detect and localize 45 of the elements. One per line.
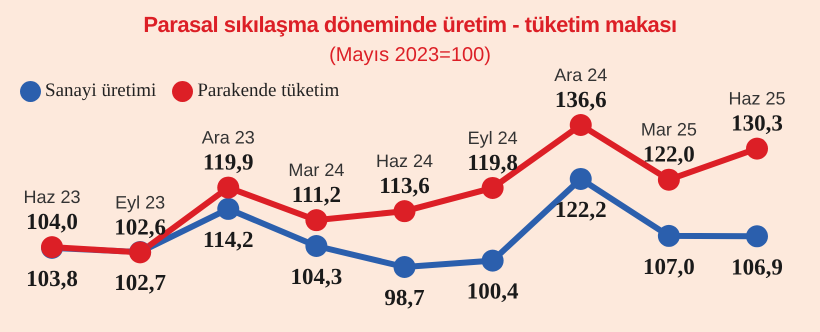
point xyxy=(305,209,328,232)
point xyxy=(570,114,592,136)
point xyxy=(482,176,504,199)
data-label: 111,2 xyxy=(292,182,341,208)
data-label: 119,8 xyxy=(467,150,518,175)
point xyxy=(217,198,240,220)
chart-subtitle: (Mayıs 2023=100) xyxy=(329,44,491,66)
data-label: 122,0 xyxy=(643,142,695,167)
x-tick-label: Mar 24 xyxy=(288,160,344,180)
point xyxy=(658,224,680,247)
x-tick-label: Haz 25 xyxy=(728,88,786,109)
legend-label: Sanayi üretimi xyxy=(45,80,156,102)
x-tick-label: Haz 23 xyxy=(23,187,81,208)
x-tick-label: Eyl 23 xyxy=(115,192,166,212)
point xyxy=(305,235,328,258)
point xyxy=(394,256,416,278)
data-label: 104,0 xyxy=(26,209,78,234)
point xyxy=(482,250,504,272)
point xyxy=(570,168,592,190)
data-label: 122,2 xyxy=(554,196,607,222)
data-label: 113,6 xyxy=(379,173,430,198)
point xyxy=(394,200,416,222)
chart-title: Parasal sıkılaşma döneminde üretim - tüketim makası xyxy=(142,12,678,38)
x-tick-label: Mar 25 xyxy=(640,120,697,140)
data-label: 106,9 xyxy=(731,254,783,280)
data-label: 119,9 xyxy=(203,150,254,175)
x-tick-label: Ara 23 xyxy=(202,128,255,148)
point xyxy=(658,168,680,191)
data-label: 102,6 xyxy=(114,214,166,240)
data-label: 136,6 xyxy=(554,87,607,112)
data-label: 102,7 xyxy=(114,270,166,296)
data-label: 98,7 xyxy=(384,285,425,310)
x-tick-label: Ara 24 xyxy=(554,65,608,85)
data-label: 114,2 xyxy=(203,226,254,252)
data-label: 103,8 xyxy=(26,266,78,291)
point xyxy=(746,225,768,248)
data-label: 100,4 xyxy=(466,278,519,304)
x-tick-label: Haz 24 xyxy=(376,151,434,172)
data-label: 104,3 xyxy=(290,264,342,290)
point xyxy=(746,138,768,160)
legend-label: Parakende tüketim xyxy=(197,80,340,102)
x-tick-label: Eyl 24 xyxy=(468,128,518,148)
point xyxy=(217,176,240,199)
data-label: 130,3 xyxy=(731,110,783,136)
data-label: 107,0 xyxy=(643,254,695,279)
